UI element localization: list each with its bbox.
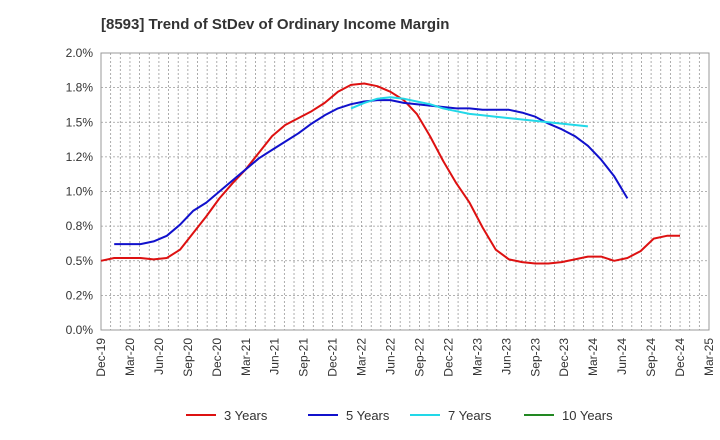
y-tick-label: 0.5% xyxy=(66,254,94,268)
x-tick-label: Dec-23 xyxy=(557,338,571,377)
x-tick-label: Sep-23 xyxy=(528,338,542,377)
chart-title: [8593] Trend of StDev of Ordinary Income… xyxy=(101,16,449,33)
legend-label: 3 Years xyxy=(224,408,268,423)
x-tick-label: Sep-20 xyxy=(181,338,195,377)
x-tick-label: Jun-23 xyxy=(499,338,513,375)
x-tick-label: Mar-20 xyxy=(123,338,137,376)
x-tick-label: Mar-25 xyxy=(702,338,716,376)
y-tick-label: 1.5% xyxy=(66,115,94,129)
x-tick-label: Dec-22 xyxy=(441,338,455,377)
plot-grid xyxy=(101,53,709,330)
y-tick-label: 0.2% xyxy=(66,288,94,302)
legend-label: 7 Years xyxy=(448,408,492,423)
y-tick-label: 1.2% xyxy=(66,150,94,164)
x-tick-label: Jun-22 xyxy=(384,338,398,375)
plot-area-frame xyxy=(100,52,710,331)
x-tick-label: Sep-21 xyxy=(297,338,311,377)
legend-label: 5 Years xyxy=(346,408,390,423)
y-axis: 2.0% 1.8% 1.5% 1.2% 1.0% 0.8% 0.5% 0.2% 0.0% xyxy=(66,46,94,337)
x-tick-label: Jun-20 xyxy=(152,338,166,375)
x-tick-label: Mar-22 xyxy=(355,338,369,376)
x-tick-label: Dec-19 xyxy=(94,338,108,377)
legend-label: 10 Years xyxy=(562,408,613,423)
x-tick-label: Sep-22 xyxy=(412,338,426,377)
x-axis: Dec-19 Mar-20 Jun-20 Sep-20 Dec-20 Mar-21 Jun-… xyxy=(94,338,716,377)
y-tick-label: 0.0% xyxy=(66,323,94,337)
series-line-3 xyxy=(350,96,589,128)
series-line-1 xyxy=(100,82,680,265)
x-tick-label: Dec-20 xyxy=(210,338,224,377)
x-tick-label: Mar-24 xyxy=(586,338,600,376)
x-tick-label: Dec-24 xyxy=(673,338,687,377)
x-tick-label: Dec-21 xyxy=(326,338,340,377)
y-tick-label: 0.8% xyxy=(66,219,94,233)
series-lines xyxy=(100,82,680,265)
x-tick-label: Jun-24 xyxy=(615,338,629,375)
x-tick-label: Mar-23 xyxy=(470,338,484,376)
x-tick-label: Mar-21 xyxy=(239,338,253,376)
legend: 3 Years 5 Years 7 Years 10 Years xyxy=(186,408,613,423)
y-tick-label: 2.0% xyxy=(66,46,94,60)
y-tick-label: 1.8% xyxy=(66,81,94,95)
x-tick-label: Jun-21 xyxy=(268,338,282,375)
y-tick-label: 1.0% xyxy=(66,185,94,199)
x-tick-label: Sep-24 xyxy=(644,338,658,377)
